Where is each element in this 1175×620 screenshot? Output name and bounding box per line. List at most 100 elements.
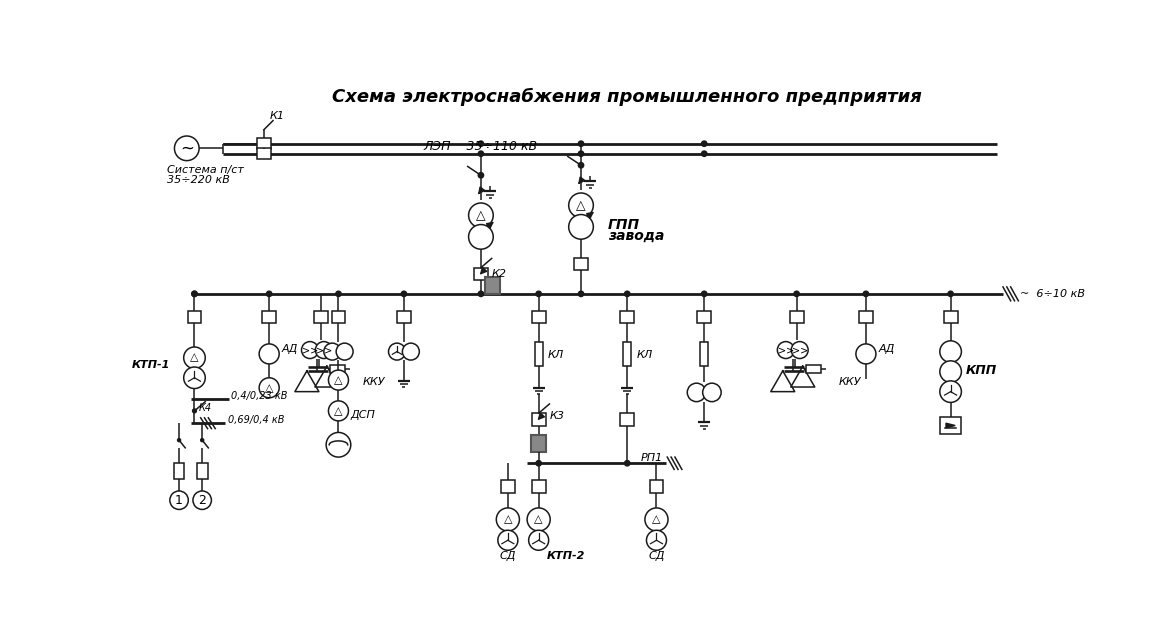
Bar <box>697 311 711 323</box>
Circle shape <box>193 491 212 510</box>
Text: ЛЭП    35÷110 кВ: ЛЭП 35÷110 кВ <box>424 140 538 153</box>
Circle shape <box>324 343 341 360</box>
Circle shape <box>174 136 199 161</box>
Circle shape <box>529 530 549 551</box>
Circle shape <box>701 291 707 296</box>
Text: КЛ: КЛ <box>637 350 652 360</box>
Bar <box>940 417 961 434</box>
Text: 0,4/0,23 кВ: 0,4/0,23 кВ <box>231 391 288 401</box>
Text: АД: АД <box>282 344 297 354</box>
Circle shape <box>578 162 584 168</box>
Circle shape <box>625 291 630 296</box>
Text: ~: ~ <box>180 140 194 157</box>
Bar <box>474 268 488 280</box>
Circle shape <box>646 530 666 551</box>
Circle shape <box>469 224 494 249</box>
Text: △: △ <box>504 515 512 525</box>
Text: ККУ: ККУ <box>363 378 385 388</box>
Circle shape <box>645 508 669 531</box>
Text: СД: СД <box>649 551 665 560</box>
Circle shape <box>855 344 875 364</box>
Circle shape <box>478 172 484 178</box>
Circle shape <box>578 291 584 296</box>
Text: △: △ <box>535 515 543 525</box>
Text: 1: 1 <box>175 494 183 507</box>
Circle shape <box>528 508 550 531</box>
Text: △: △ <box>334 406 343 416</box>
Text: 0,69/0,4 кВ: 0,69/0,4 кВ <box>228 415 284 425</box>
Circle shape <box>569 193 593 218</box>
Text: Схема электроснабжения промышленного предприятия: Схема электроснабжения промышленного пре… <box>333 88 922 107</box>
Text: К4: К4 <box>199 403 212 413</box>
Text: КПП: КПП <box>966 365 998 378</box>
Bar <box>501 480 515 492</box>
Text: КТП-2: КТП-2 <box>546 551 585 560</box>
Circle shape <box>192 291 197 296</box>
Circle shape <box>864 291 868 296</box>
Bar <box>330 365 345 373</box>
Text: К2: К2 <box>491 269 506 279</box>
Circle shape <box>948 291 953 296</box>
Circle shape <box>170 491 188 510</box>
Text: >>: >> <box>316 345 333 355</box>
Circle shape <box>625 461 630 466</box>
Text: △: △ <box>652 515 660 525</box>
Circle shape <box>192 291 197 296</box>
Text: ~  6÷10 кВ: ~ 6÷10 кВ <box>1020 289 1085 299</box>
Circle shape <box>183 347 206 368</box>
Text: △: △ <box>264 383 274 393</box>
Bar <box>485 277 501 294</box>
Bar <box>257 148 270 159</box>
Bar <box>620 311 634 323</box>
Text: СД: СД <box>499 551 516 560</box>
Text: △: △ <box>334 375 343 385</box>
Circle shape <box>315 342 333 358</box>
Circle shape <box>336 291 341 296</box>
Circle shape <box>329 401 349 421</box>
Circle shape <box>201 438 203 441</box>
Bar <box>859 311 873 323</box>
Bar <box>262 311 276 323</box>
Bar <box>535 342 543 366</box>
Circle shape <box>578 151 584 156</box>
Circle shape <box>402 343 419 360</box>
Text: ДСП: ДСП <box>351 410 376 420</box>
Text: К3: К3 <box>550 410 564 420</box>
Circle shape <box>267 291 271 296</box>
Circle shape <box>940 341 961 362</box>
Bar <box>174 463 184 479</box>
Text: КТП-1: КТП-1 <box>132 360 170 371</box>
Bar <box>532 311 545 323</box>
Bar <box>532 413 545 425</box>
Text: АД: АД <box>878 344 894 354</box>
Circle shape <box>260 378 280 398</box>
Text: 2: 2 <box>199 494 206 507</box>
Circle shape <box>329 370 349 390</box>
Circle shape <box>791 342 808 358</box>
Text: >>: >> <box>792 345 808 355</box>
Circle shape <box>536 461 542 466</box>
Circle shape <box>536 291 542 296</box>
Circle shape <box>183 367 206 389</box>
Text: К1: К1 <box>270 111 284 121</box>
Text: △: △ <box>576 199 586 212</box>
Bar <box>700 342 709 366</box>
Circle shape <box>478 151 484 156</box>
Circle shape <box>498 530 518 551</box>
Text: △: △ <box>476 209 485 222</box>
Circle shape <box>794 291 799 296</box>
Text: КЛ: КЛ <box>548 350 564 360</box>
Bar <box>624 342 631 366</box>
Text: завода: завода <box>607 229 664 243</box>
Circle shape <box>401 291 407 296</box>
Bar <box>944 311 958 323</box>
Circle shape <box>478 141 484 146</box>
Text: РП1: РП1 <box>642 453 664 463</box>
Text: △: △ <box>190 353 199 363</box>
Text: ГПП: ГПП <box>607 218 640 231</box>
Bar <box>314 311 328 323</box>
Circle shape <box>478 291 484 296</box>
Circle shape <box>940 361 961 383</box>
Circle shape <box>569 215 593 239</box>
Circle shape <box>327 433 351 457</box>
